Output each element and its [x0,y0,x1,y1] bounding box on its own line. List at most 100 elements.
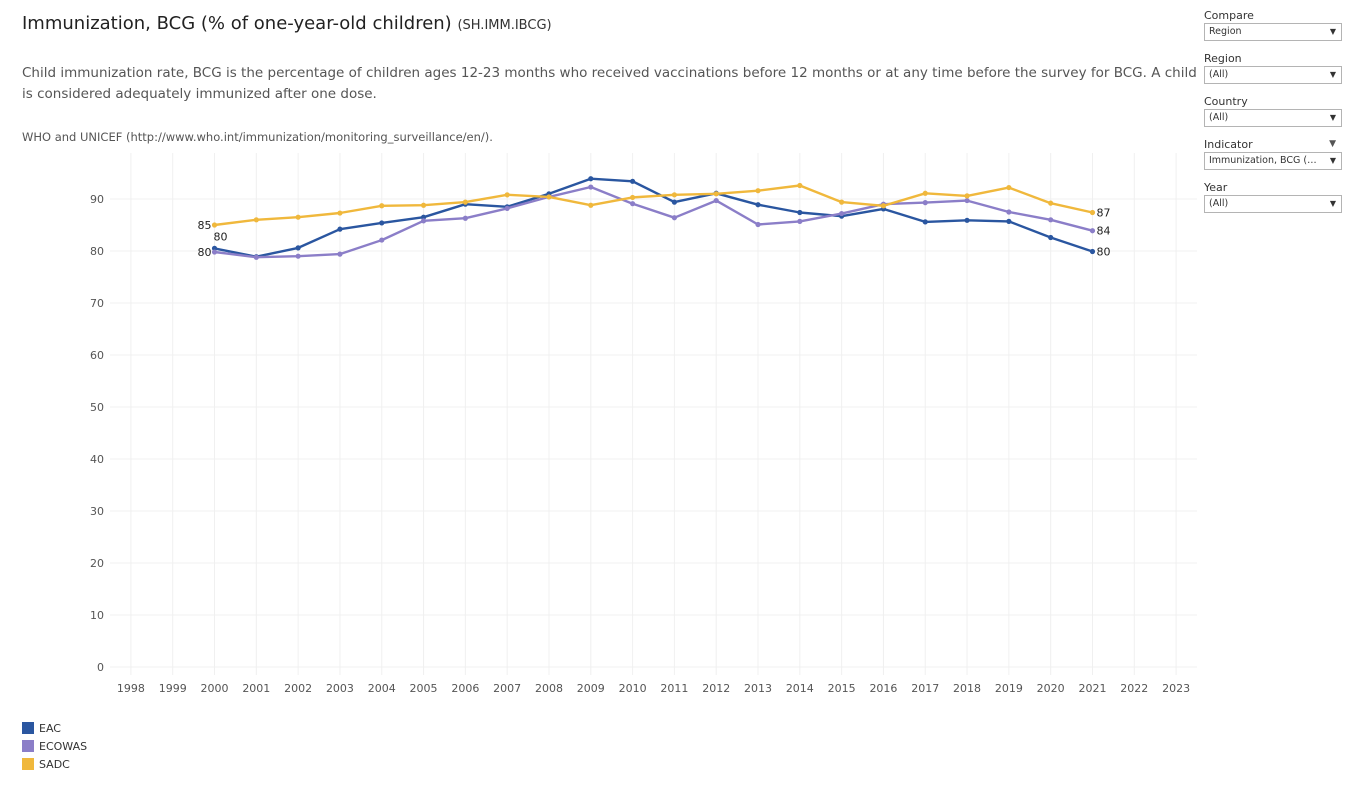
x-tick-label: 2017 [911,682,939,695]
data-point-sadc[interactable] [839,199,845,205]
data-point-ecowas[interactable] [797,218,803,224]
data-point-sadc[interactable] [295,214,301,220]
legend[interactable]: EAC ECOWAS SADC [22,719,87,773]
data-point-sadc[interactable] [504,192,510,198]
legend-item-sadc[interactable]: SADC [22,755,87,773]
data-point-eac[interactable] [964,217,970,223]
data-point-eac[interactable] [671,199,678,205]
data-point-ecowas[interactable] [629,201,636,207]
data-point-ecowas[interactable] [462,215,468,221]
x-tick-label: 2023 [1162,682,1190,695]
data-point-sadc[interactable] [1048,200,1054,206]
data-point-ecowas[interactable] [420,218,427,224]
country-select[interactable]: (All) ▼ [1204,109,1342,127]
compare-select[interactable]: Region ▼ [1204,23,1342,41]
y-tick-label: 70 [90,297,104,310]
indicator-select[interactable]: Immunization, BCG (% ... ▼ [1204,152,1342,170]
x-tick-label: 2000 [201,682,229,695]
data-point-sadc[interactable] [755,188,761,194]
data-point-ecowas[interactable] [1006,209,1012,215]
series-line-sadc[interactable] [214,184,1093,227]
data-point-eac[interactable] [379,220,385,226]
data-point-sadc[interactable] [337,210,343,216]
menu-dropdown-icon[interactable]: ▼ [1329,139,1336,149]
page-title: Immunization, BCG (% of one-year-old chi… [22,13,552,34]
compare-select-value: Region [1209,26,1242,37]
data-point-ecowas[interactable] [922,200,928,206]
data-point-eac[interactable] [797,209,803,216]
data-point-ecowas[interactable] [211,249,218,255]
data-point-sadc[interactable] [1089,209,1096,216]
data-point-ecowas[interactable] [755,221,761,228]
data-point-ecowas[interactable] [504,205,510,211]
y-tick-label: 80 [90,245,104,258]
x-tick-label: 2018 [953,682,981,695]
data-point-ecowas[interactable] [671,215,678,221]
data-point-sadc[interactable] [922,190,928,196]
data-point-sadc[interactable] [797,182,803,189]
data-point-ecowas[interactable] [1048,217,1054,223]
x-tick-label: 2001 [242,682,270,695]
data-point-eac[interactable] [337,226,343,232]
data-point-sadc[interactable] [713,191,719,197]
data-point-sadc[interactable] [588,202,594,208]
country-select-value: (All) [1209,112,1229,123]
data-point-sadc[interactable] [462,199,468,205]
data-point-sadc[interactable] [253,217,259,223]
x-tick-label: 2020 [1037,682,1065,695]
x-tick-label: 2010 [619,682,647,695]
data-point-sadc[interactable] [880,203,887,209]
data-point-eac[interactable] [755,202,761,208]
data-point-sadc[interactable] [546,194,552,200]
data-point-eac[interactable] [629,178,636,184]
x-tick-label: 2006 [451,682,479,695]
data-point-sadc[interactable] [671,192,678,198]
data-point-ecowas[interactable] [379,237,385,243]
data-point-ecowas[interactable] [337,251,343,257]
filter-region: Region (All) ▼ [1204,51,1342,84]
chevron-down-icon: ▼ [1329,113,1336,122]
x-tick-label: 2011 [660,682,688,695]
data-point-eac[interactable] [1089,248,1096,255]
legend-item-ecowas[interactable]: ECOWAS [22,737,87,755]
series-line-eac[interactable] [214,177,1093,258]
data-point-sadc[interactable] [1006,184,1012,191]
region-select-value: (All) [1209,69,1229,80]
x-tick-label: 2013 [744,682,772,695]
chevron-down-icon: ▼ [1329,70,1336,79]
data-point-eac[interactable] [588,176,594,182]
data-point-ecowas[interactable] [839,210,845,217]
data-point-eac[interactable] [1048,234,1054,241]
data-point-eac[interactable] [420,214,427,220]
filter-compare: Compare Region ▼ [1204,8,1342,41]
data-point-sadc[interactable] [211,222,218,228]
data-point-eac[interactable] [295,245,301,251]
data-point-sadc[interactable] [964,193,970,199]
region-select[interactable]: (All) ▼ [1204,66,1342,84]
data-point-eac[interactable] [922,219,928,225]
filter-label-year: Year [1204,180,1338,195]
legend-item-eac[interactable]: EAC [22,719,87,737]
year-select[interactable]: (All) ▼ [1204,195,1342,213]
legend-swatch [22,740,34,752]
data-point-ecowas[interactable] [253,254,259,260]
data-point-sadc[interactable] [379,203,385,209]
filter-panel: Compare Region ▼ Region (All) ▼ Country (All) ▼ I… [1204,8,1342,223]
line-chart[interactable]: 0 10 20 30 40 50 60 70 80 90 1998 1999 2000 2001 2002 2… [0,0,1200,700]
data-point-ecowas[interactable] [964,197,970,204]
data-point-ecowas[interactable] [588,184,594,190]
data-point-sadc[interactable] [420,202,427,208]
data-point-eac[interactable] [211,245,218,251]
filter-label-text: Region [1204,52,1242,65]
filter-indicator: Indicator ▼ Immunization, BCG (% ... ▼ [1204,137,1342,170]
data-point-ecowas[interactable] [295,253,301,259]
series-line-ecowas[interactable] [214,185,1093,259]
data-point-ecowas[interactable] [1089,228,1096,234]
x-tick-label: 2021 [1078,682,1106,695]
x-tick-label: 2005 [410,682,438,695]
data-point-eac[interactable] [1006,218,1012,224]
data-point-sadc[interactable] [629,194,636,201]
data-label-eac: 80 [214,230,228,243]
data-point-ecowas[interactable] [713,197,719,204]
x-tick-label: 2019 [995,682,1023,695]
